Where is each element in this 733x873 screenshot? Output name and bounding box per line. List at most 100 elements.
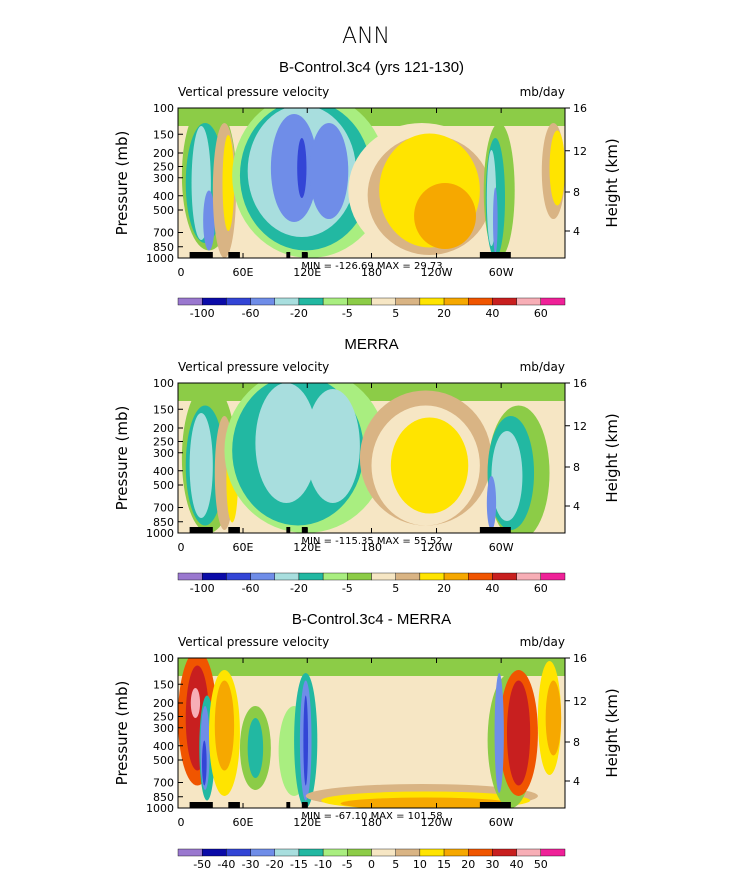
- colorbar-label: 20: [461, 858, 475, 871]
- colorbar-label: -100: [190, 582, 215, 595]
- contour-field: [178, 108, 565, 258]
- colorbar-swatch: [540, 297, 566, 306]
- colorbar-label: 20: [437, 582, 451, 595]
- y-tick-label: 400: [153, 190, 174, 203]
- colorbar-swatch: [492, 572, 517, 581]
- y-tick-label: 500: [153, 204, 174, 217]
- y-tick-label: 300: [153, 447, 174, 460]
- contour-region: [494, 673, 504, 793]
- colorbar-label: 40: [485, 582, 499, 595]
- y-tick-label: 150: [153, 128, 174, 141]
- contour-region: [214, 680, 235, 771]
- y-right-tick-label: 12: [573, 145, 587, 158]
- topography-mask: [286, 527, 291, 533]
- contour-region: [493, 187, 498, 254]
- y-tick-label: 200: [153, 422, 174, 435]
- colorbar-label: 5: [392, 307, 399, 320]
- colorbar-swatch: [298, 572, 324, 581]
- colorbar-swatch: [371, 848, 396, 857]
- colorbar-swatch: [274, 297, 300, 306]
- colorbar-swatch: [540, 848, 566, 857]
- colorbar-swatch: [443, 297, 469, 306]
- chart-subtitle-right: mb/day: [520, 635, 565, 649]
- colorbar-label: -20: [290, 307, 308, 320]
- colorbar-swatch: [201, 572, 227, 581]
- x-tick-label: 120E: [293, 541, 321, 554]
- x-tick-label: 60W: [489, 541, 514, 554]
- contour-region: [491, 431, 523, 521]
- y-tick-label: 250: [153, 436, 174, 449]
- topography-mask: [479, 527, 511, 533]
- y-tick-label: 700: [153, 502, 174, 515]
- y-right-axis-label: Height (km): [603, 688, 621, 777]
- colorbar-swatch: [177, 297, 203, 306]
- contour-region: [255, 383, 318, 503]
- colorbar-swatch: [395, 572, 421, 581]
- colorbar-swatch: [177, 572, 203, 581]
- colorbar-swatch: [371, 297, 396, 306]
- topography-mask: [286, 802, 291, 808]
- x-tick-label: 60W: [489, 816, 514, 829]
- y-tick-label: 300: [153, 722, 174, 735]
- colorbar-label: -50: [193, 858, 211, 871]
- topography-mask: [189, 252, 213, 258]
- colorbar-swatch: [226, 572, 251, 581]
- x-tick-label: 60E: [233, 266, 254, 279]
- contour-region: [390, 417, 469, 514]
- y-right-axis-label: Height (km): [603, 413, 621, 502]
- contour-region: [309, 123, 349, 219]
- y-right-tick-label: 4: [573, 500, 580, 513]
- contour-region: [486, 476, 497, 530]
- colorbar-swatch: [419, 297, 445, 306]
- x-tick-label: 0: [178, 541, 185, 554]
- x-tick-label: 60W: [489, 266, 514, 279]
- colorbar-label: -20: [290, 582, 308, 595]
- colorbar-swatch: [250, 848, 275, 857]
- contour-upper-band: [178, 658, 565, 676]
- topography-mask: [228, 802, 240, 808]
- colorbar-label: 0: [368, 858, 375, 871]
- y-tick-label: 100: [153, 652, 174, 665]
- y-tick-label: 1000: [146, 527, 174, 540]
- colorbar-swatch: [226, 297, 251, 306]
- contour-region: [270, 114, 318, 222]
- y-tick-label: 250: [153, 711, 174, 724]
- x-tick-label: 120W: [421, 266, 453, 279]
- topography-mask: [228, 527, 240, 533]
- topography-mask: [189, 802, 213, 808]
- y-tick-label: 500: [153, 479, 174, 492]
- y-axis-label: Pressure (mb): [113, 681, 131, 786]
- chart-panel-2: MERRA Vertical pressure velocity mb/day 0 60…: [113, 336, 621, 595]
- colorbar-swatch: [347, 297, 372, 306]
- colorbar-swatch: [395, 848, 421, 857]
- y-right-axis-label: Height (km): [603, 138, 621, 227]
- contour-region: [201, 740, 207, 786]
- topography-mask: [189, 527, 213, 533]
- colorbar-swatch: [419, 848, 445, 857]
- colorbar-label: -100: [190, 307, 215, 320]
- x-tick-label: 120E: [293, 266, 321, 279]
- min-max-label: MIN = -67.10 MAX = 101.58: [301, 811, 442, 822]
- contour-region: [247, 718, 264, 778]
- topography-mask: [286, 252, 291, 258]
- colorbar-swatch: [419, 572, 445, 581]
- contour-region: [340, 797, 511, 808]
- colorbar-swatch: [468, 572, 493, 581]
- chart-subtitle-left: Vertical pressure velocity: [178, 360, 329, 374]
- colorbar-label: -60: [242, 307, 260, 320]
- colorbar-swatch: [274, 572, 300, 581]
- min-max-label: MIN = -126.69 MAX = 29.73: [301, 261, 442, 272]
- colorbar-swatch: [298, 848, 324, 857]
- colorbar-swatch: [322, 848, 348, 857]
- y-tick-label: 250: [153, 161, 174, 174]
- y-tick-label: 850: [153, 241, 174, 254]
- y-right-tick-label: 4: [573, 775, 580, 788]
- colorbar-swatch: [250, 572, 275, 581]
- chart-title: MERRA: [344, 336, 398, 353]
- contour-region: [297, 138, 307, 198]
- y-tick-label: 400: [153, 740, 174, 753]
- contour-region: [303, 695, 309, 786]
- colorbar-swatch: [298, 297, 324, 306]
- contour-region: [545, 680, 562, 756]
